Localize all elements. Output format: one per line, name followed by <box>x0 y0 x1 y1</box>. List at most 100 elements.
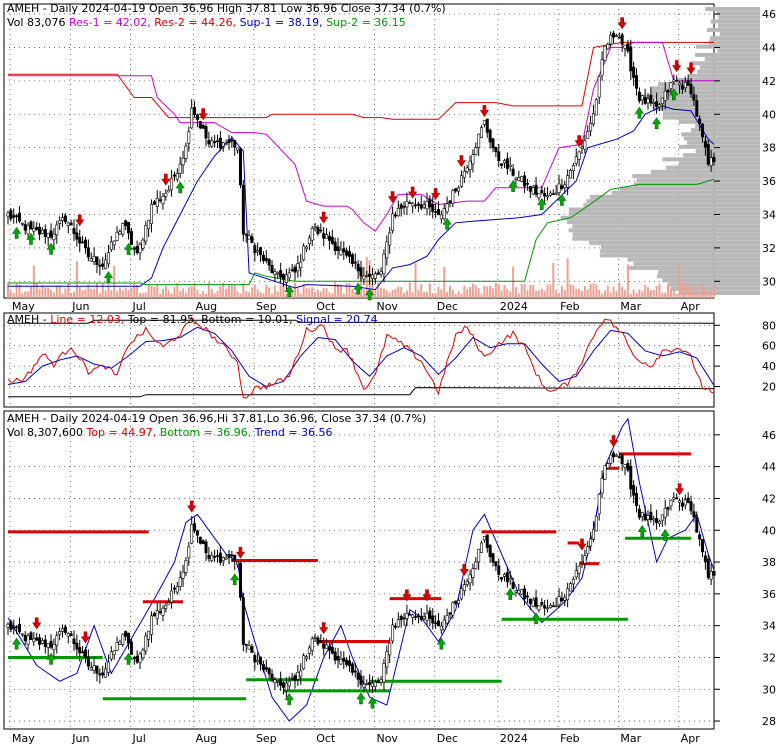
down-arrow <box>319 622 329 635</box>
candle-body <box>425 201 429 210</box>
candle-body <box>307 647 311 654</box>
oscillator-bottom-line <box>8 387 715 398</box>
volume-profile-bar <box>650 169 760 174</box>
volume-profile-bar <box>560 215 760 220</box>
volume-bar <box>644 284 647 298</box>
volume-bar <box>156 284 159 298</box>
candle-body <box>184 560 188 573</box>
down-arrow <box>686 62 696 75</box>
volume-bar <box>672 290 675 298</box>
volume-bar <box>669 288 672 298</box>
candle-body <box>675 497 679 500</box>
candle-body <box>589 122 593 132</box>
candle-body <box>600 478 604 494</box>
header-part: Vol 8,307,600 <box>7 426 86 439</box>
volume-bar <box>558 293 561 298</box>
up-arrow <box>12 637 22 650</box>
price-panel-header-2: Vol 83,076 Res-1 = 42.02, Res-2 = 44.26,… <box>7 16 406 29</box>
candle-body <box>569 170 573 179</box>
volume-bar <box>196 290 199 298</box>
candle-body <box>543 193 547 197</box>
candle-body <box>241 597 245 645</box>
volume-profile-bar <box>633 261 760 266</box>
candle-body <box>546 195 550 198</box>
candle-body <box>649 94 653 104</box>
volume-bar <box>371 285 374 298</box>
candle-body <box>158 199 162 202</box>
candle-body <box>431 203 435 213</box>
candle-body <box>686 497 690 504</box>
y-tick-label: 46 <box>762 8 776 21</box>
candle-body <box>152 613 156 617</box>
volume-bar <box>339 284 342 298</box>
candle-body <box>276 681 280 683</box>
volume-bar <box>526 290 529 298</box>
candle-body <box>115 642 119 651</box>
volume-profile-bar <box>568 228 760 233</box>
volume-bar <box>365 257 368 298</box>
candle-body <box>589 538 593 547</box>
up-arrow <box>367 696 378 709</box>
candle-body <box>264 258 268 261</box>
candle-body <box>221 142 225 147</box>
volume-bar <box>414 263 417 298</box>
volume-bar <box>520 284 523 298</box>
volume-bar <box>681 283 684 298</box>
price-panel: 46 44 42 40 38 36 34 32 30 May Jun Jul Aug Sep Oct Nov… <box>3 2 776 313</box>
volume-bar <box>190 286 193 298</box>
candle-body <box>528 186 532 192</box>
candle-body <box>66 222 70 226</box>
down-arrow <box>198 108 208 121</box>
candle-body <box>213 555 217 558</box>
volume-profile-bar <box>636 178 760 183</box>
volume-bar <box>9 290 12 298</box>
volume-bar <box>250 287 253 298</box>
candle-body <box>451 602 455 616</box>
volume-bar <box>624 290 627 298</box>
volume-bar <box>635 293 638 298</box>
candle-body <box>591 113 595 125</box>
header-part: Top = 81.95, <box>127 313 201 326</box>
volume-bar <box>443 266 446 298</box>
volume-profile-bar <box>718 15 760 20</box>
candle-body <box>52 233 56 241</box>
candle-body <box>454 600 458 604</box>
candle-body <box>224 143 228 146</box>
candle-body <box>560 597 564 602</box>
candle-body <box>158 611 162 613</box>
candle-body <box>244 233 248 236</box>
candle-body <box>577 151 581 160</box>
volume-bar <box>291 289 294 298</box>
volume-bar <box>701 283 704 298</box>
down-arrow <box>422 589 432 602</box>
y-tick-label: 32 <box>762 651 776 664</box>
candle-body <box>238 562 242 598</box>
volume-bar <box>675 293 678 298</box>
candle-body <box>505 572 509 583</box>
candle-body <box>247 645 251 650</box>
candle-body <box>259 656 263 665</box>
volume-bar <box>426 291 429 298</box>
candle-body <box>655 517 659 524</box>
volume-bar <box>351 288 354 298</box>
candle-body <box>339 659 343 665</box>
volume-bar <box>477 288 480 298</box>
candle-body <box>127 221 131 234</box>
y-tick-label: 44 <box>762 461 776 474</box>
y-tick-label: 30 <box>762 275 776 288</box>
candle-body <box>12 215 16 218</box>
volume-bar <box>460 293 463 298</box>
candle-body <box>439 214 443 220</box>
candle-body <box>617 456 621 459</box>
header-part: Sup-2 = 36.15 <box>326 16 406 29</box>
candle-body <box>500 577 504 580</box>
volume-bar <box>52 292 55 298</box>
y-tick-label: 38 <box>762 556 776 569</box>
candle-body <box>267 259 271 266</box>
volume-bar <box>184 292 187 298</box>
candle-body <box>580 146 584 149</box>
candle-body <box>198 536 202 544</box>
candle-body <box>109 241 113 250</box>
header-part: Line = 12.03, <box>50 313 128 326</box>
volume-bar <box>575 289 578 298</box>
